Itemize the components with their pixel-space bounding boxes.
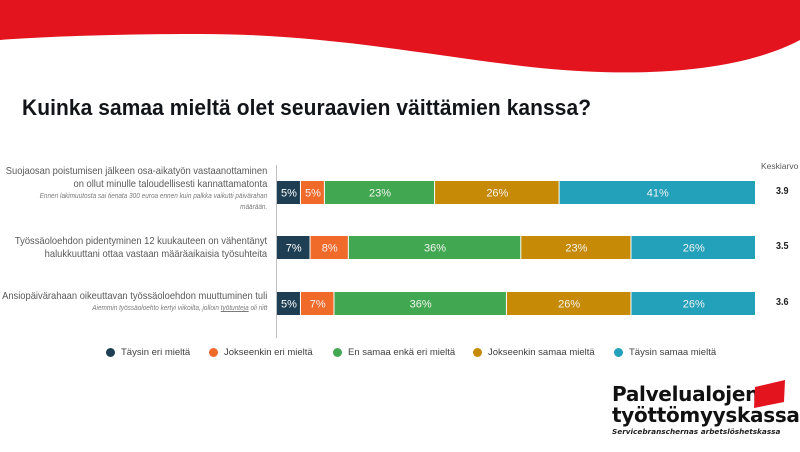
- bar-data-label-row1-series2: 5%: [305, 188, 321, 200]
- legend-label: En samaa enkä eri mieltä: [348, 347, 456, 358]
- bar-data-label-row1-series4: 26%: [486, 188, 508, 200]
- legend-label: Täysin eri mieltä: [121, 347, 191, 358]
- bar-segment-row1-series4: [435, 181, 559, 204]
- category-3-line-1: Ansiopäivärahaan oikeuttavan työssäoloeh…: [1, 291, 267, 302]
- bar-segment-row3-series1: [277, 292, 300, 315]
- bar-segment-row3-series5: [631, 292, 755, 315]
- category-3-note-part-1: Aiemmin työssäoloehto kertyi viikoilta, …: [91, 305, 221, 312]
- bar-data-label-row2-series5: 26%: [683, 243, 705, 255]
- category-3-note: Aiemmin työssäoloehto kertyi viikoilta, …: [2, 303, 267, 315]
- bar-data-label-row2-series1: 7%: [286, 243, 302, 255]
- bar-segment-row2-series2: [310, 236, 348, 259]
- legend-label: Jokseenkin eri mieltä: [224, 347, 313, 358]
- logo-line-2: työttömyyskassa: [612, 403, 800, 427]
- bar-data-label-row3-series1: 5%: [281, 299, 297, 311]
- bar-data-label-row3-series4: 26%: [558, 299, 580, 311]
- bar-data-label-row3-series5: 26%: [683, 299, 705, 311]
- category-1-note-2: määrään.: [239, 204, 267, 211]
- legend-dot-icon: [106, 348, 115, 357]
- category-label-2: Työssäoloehdon pidentyminen 12 kuukautee…: [15, 235, 267, 261]
- bar-segment-row2-series5: [631, 236, 755, 259]
- category-2-line-1: Työssäoloehdon pidentyminen 12 kuukautee…: [14, 236, 267, 247]
- logo-subtitle: Servicebranschernas arbetslöshetskassa: [612, 427, 781, 436]
- bar-segment-row1-series1: [277, 181, 300, 204]
- legend-dot-icon: [473, 348, 482, 357]
- mean-column-header: Keskiarvo: [761, 161, 799, 171]
- bar-segment-row1-series3: [324, 181, 435, 204]
- bar-segment-row2-series4: [521, 236, 631, 259]
- bar-segment-row2-series1: [277, 236, 310, 259]
- logo-line-1: Palvelualojen: [612, 382, 760, 406]
- company-logo: Palvelualojen työttömyyskassa Servicebra…: [612, 382, 800, 437]
- bar-data-label-row3-series3: 36%: [410, 299, 432, 311]
- legend-item-jokseenkin-samaa: Jokseenkin samaa mieltä: [473, 347, 595, 358]
- legend-dot-icon: [614, 348, 623, 357]
- legend-item-taysin-eri: Täysin eri mieltä: [106, 347, 190, 358]
- bar-data-label-row1-series5: 41%: [647, 188, 669, 200]
- bar-segment-row1-series2: [300, 181, 324, 204]
- bar-data-label-row2-series4: 23%: [565, 243, 587, 255]
- category-label-1: Suojaosan poistumisen jälkeen osa-aikaty…: [5, 165, 267, 212]
- red-flag-icon: [754, 380, 785, 408]
- red-wave-shape: [0, 0, 800, 73]
- mean-value-1: 3.9: [776, 186, 789, 197]
- bar-data-label-row1-series3: 23%: [369, 188, 391, 200]
- bar-segment-row3-series2: [300, 292, 334, 315]
- category-label-3: Ansiopäivärahaan oikeuttavan työssäoloeh…: [2, 290, 267, 315]
- slide-title: Kuinka samaa mieltä olet seuraavien väit…: [22, 95, 592, 120]
- category-2-line-2: halukkuuttani ottaa vastaan määräaikaisi…: [44, 249, 267, 260]
- header-wave-banner: [0, 0, 800, 73]
- category-1-line-1: Suojaosan poistumisen jälkeen osa-aikaty…: [5, 166, 267, 177]
- bar-segment-row2-series3: [348, 236, 521, 259]
- legend-label: Jokseenkin samaa mieltä: [488, 347, 595, 358]
- category-3-note-part-2: työtunteja: [220, 305, 249, 312]
- bar-data-label-row3-series2: 7%: [310, 299, 326, 311]
- mean-value-3: 3.6: [776, 297, 789, 308]
- bar-data-label-row1-series1: 5%: [281, 188, 297, 200]
- bars-group: 5% 5% 23% 26% 41% 7% 8% 36% 23% 26% 5% 7% 36% 26% 26%: [277, 181, 755, 315]
- category-1-note-1: Ennen lakimuutosta sai tienata 300 euroa…: [39, 193, 268, 200]
- chart-legend: Täysin eri mieltä Jokseenkin eri mieltä …: [0, 347, 800, 361]
- bar-segment-row3-series3: [334, 292, 506, 315]
- category-3-note-part-3: oli riitt: [248, 305, 267, 312]
- legend-label: Täysin samaa mieltä: [629, 347, 717, 358]
- bar-data-label-row2-series3: 36%: [424, 243, 446, 255]
- category-1-line-2: on ollut minulle taloudellisesti kannatt…: [73, 179, 267, 190]
- legend-item-taysin-samaa: Täysin samaa mieltä: [614, 347, 716, 358]
- legend-item-neutral: En samaa enkä eri mieltä: [333, 347, 455, 358]
- legend-dot-icon: [333, 348, 342, 357]
- bar-segment-row3-series4: [506, 292, 631, 315]
- mean-value-2: 3.5: [776, 241, 789, 252]
- bar-segment-row1-series5: [559, 181, 755, 204]
- bar-data-label-row2-series2: 8%: [322, 243, 338, 255]
- legend-dot-icon: [209, 348, 218, 357]
- legend-item-jokseenkin-eri: Jokseenkin eri mieltä: [209, 347, 313, 358]
